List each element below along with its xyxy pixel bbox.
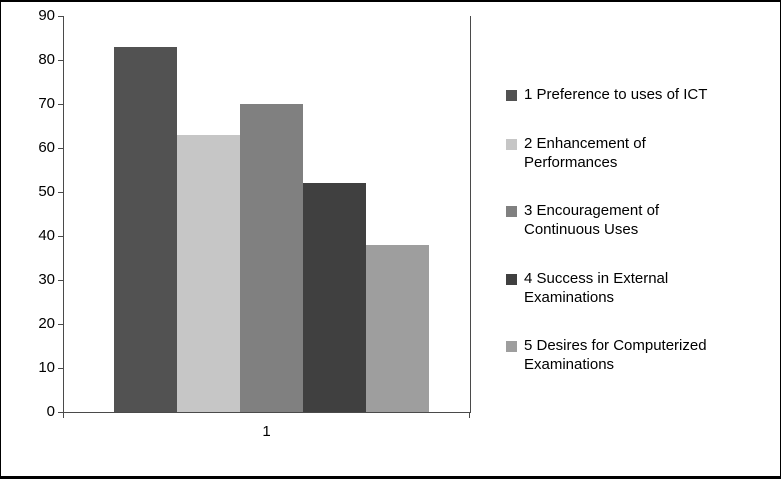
y-axis-label: 20 (38, 315, 55, 332)
y-axis-tick (58, 324, 63, 325)
y-axis-label: 30 (38, 271, 55, 288)
bar-series-1 (114, 46, 177, 412)
x-axis-category-label: 1 (262, 423, 271, 440)
legend-item-1: 1 Preference to uses of ICT (506, 86, 768, 105)
y-axis-label: 50 (38, 183, 55, 200)
legend-swatch-icon (506, 273, 517, 285)
y-axis-tick (58, 104, 63, 105)
legend-item-4: 4 Success in External Examinations (506, 270, 768, 308)
y-axis-tick (58, 236, 63, 237)
y-axis-tick (58, 16, 63, 17)
x-axis-tick (63, 413, 64, 418)
bar-series-3 (240, 104, 303, 412)
legend-label: 2 Enhancement of Performances (524, 134, 646, 171)
y-axis-label: 80 (38, 51, 55, 68)
y-axis-label: 70 (38, 95, 55, 112)
legend-label: 1 Preference to uses of ICT (524, 86, 708, 103)
y-axis-tick (58, 280, 63, 281)
chart-legend: 1 Preference to uses of ICT 2 Enhancement… (506, 86, 768, 375)
y-axis-label: 40 (38, 227, 55, 244)
legend-swatch-icon (506, 138, 517, 150)
x-axis-tick (469, 413, 470, 418)
bar-series-4 (303, 183, 366, 412)
legend-item-5: 5 Desires for Computerized Examinations (506, 337, 768, 375)
bar-series-5 (366, 244, 429, 412)
bar-series-2 (177, 134, 240, 412)
y-axis-tick (58, 192, 63, 193)
legend-item-3: 3 Encouragement of Continuous Uses (506, 202, 768, 240)
plot-area (63, 16, 471, 413)
y-axis-tick (58, 60, 63, 61)
legend-label: 5 Desires for Computerized Examinations (524, 337, 707, 373)
y-axis-tick (58, 148, 63, 149)
y-axis-label: 60 (38, 139, 55, 156)
legend-swatch-icon (506, 341, 517, 353)
legend-swatch-icon (506, 206, 517, 218)
y-axis-tick (58, 412, 63, 413)
y-axis-label: 0 (46, 403, 55, 420)
legend-item-2: 2 Enhancement of Performances (506, 135, 768, 173)
legend-label: 3 Encouragement of Continuous Uses (524, 202, 660, 238)
legend-label: 4 Success in External Examinations (524, 269, 669, 306)
y-axis-label: 10 (38, 359, 55, 376)
y-axis-label: 90 (38, 7, 55, 24)
y-axis-tick (58, 368, 63, 369)
legend-swatch-icon (506, 90, 517, 101)
